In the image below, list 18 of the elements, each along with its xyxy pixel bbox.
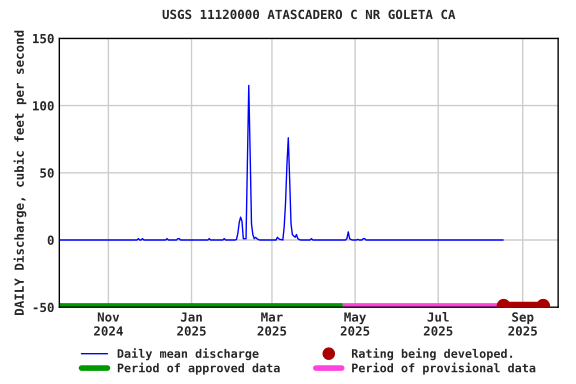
x-tick-label: Nov 2024 xyxy=(94,312,123,336)
x-tick-label: Jul 2025 xyxy=(424,312,452,336)
y-tick-label: 50 xyxy=(40,168,54,178)
legend-label: Daily mean discharge xyxy=(118,348,259,360)
x-tick-label: Jan 2025 xyxy=(177,312,206,336)
y-axis-title: DAILY Discharge, cubic feet per second xyxy=(14,30,26,315)
legend-label: Rating being developed. xyxy=(352,348,512,360)
y-tick-label: 100 xyxy=(33,101,54,111)
x-tick-label: Sep 2025 xyxy=(508,312,537,336)
legend-label: Period of provisional data xyxy=(352,362,536,375)
chart-title: USGS 11120000 ATASCADERO C NR GOLETA CA xyxy=(162,10,456,20)
y-tick-label: -50 xyxy=(34,302,54,312)
y-tick-label: 0 xyxy=(48,235,54,245)
line-series xyxy=(59,84,504,241)
legend-label: Period of approved data xyxy=(118,362,280,375)
x-tick-label: Mar 2025 xyxy=(258,312,286,336)
x-tick-label: May 2025 xyxy=(340,312,370,336)
y-tick-label: 150 xyxy=(33,34,54,44)
